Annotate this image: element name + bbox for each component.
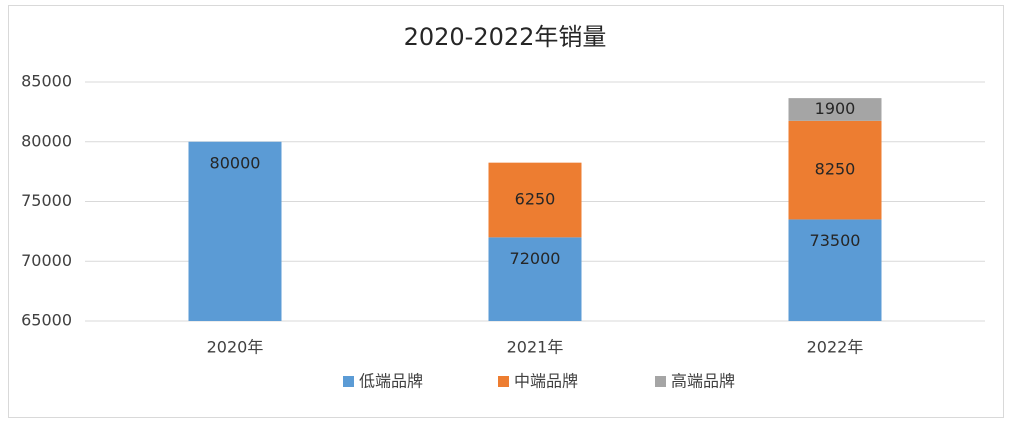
bar-segment (788, 120, 882, 220)
bar-segment (788, 98, 882, 121)
x-tick-label: 2022年 (807, 338, 864, 357)
y-tick-label: 65000 (21, 311, 72, 330)
chart-title: 2020-2022年销量 (404, 23, 607, 51)
data-label: 1900 (815, 99, 856, 118)
legend-swatch (498, 376, 509, 387)
data-label: 8250 (815, 160, 856, 179)
data-label: 6250 (515, 190, 556, 209)
bar-segment (488, 237, 582, 321)
data-label: 73500 (810, 231, 861, 250)
bar-segment (188, 141, 282, 321)
bar-segment (488, 162, 582, 238)
y-tick-label: 80000 (21, 131, 72, 150)
y-tick-label: 75000 (21, 191, 72, 210)
y-tick-label: 70000 (21, 251, 72, 270)
legend-swatch (343, 376, 354, 387)
legend-label: 中端品牌 (514, 372, 578, 391)
bar-segment (788, 219, 882, 321)
legend-label: 高端品牌 (671, 372, 735, 391)
data-label: 72000 (510, 249, 561, 268)
x-tick-label: 2020年 (207, 338, 264, 357)
legend-label: 低端品牌 (359, 372, 423, 391)
x-tick-label: 2021年 (507, 338, 564, 357)
y-tick-label: 85000 (21, 72, 72, 91)
legend-swatch (655, 376, 666, 387)
data-label: 80000 (210, 153, 261, 172)
